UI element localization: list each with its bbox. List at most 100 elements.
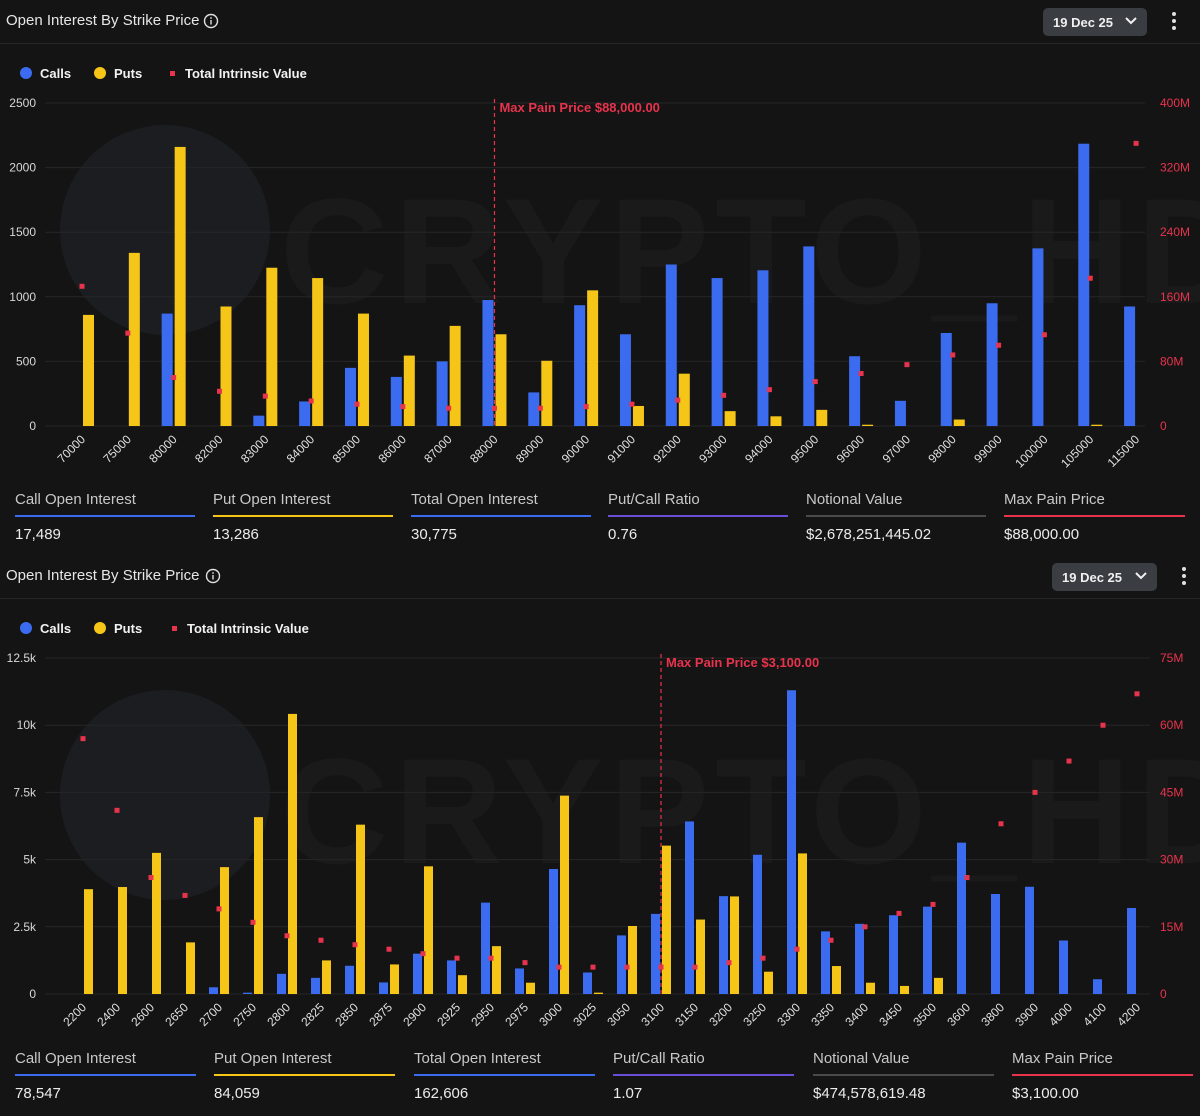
calls-bar (1025, 886, 1034, 994)
y-tick-left: 2.5k (13, 920, 37, 934)
calls-bar (719, 896, 728, 994)
puts-bar (152, 852, 161, 994)
calls-bar (253, 415, 265, 426)
legend-intrinsic[interactable]: Total Intrinsic Value (170, 66, 307, 81)
intrinsic-point (284, 933, 290, 939)
intrinsic-point (964, 875, 970, 881)
stat-underline (214, 1074, 395, 1076)
puts-bar (662, 845, 671, 994)
calls-bar (549, 869, 558, 994)
intrinsic-point (308, 398, 314, 404)
y-tick-right: 80M (1160, 354, 1183, 368)
stat-value: 13,286 (213, 526, 259, 543)
calls-bar (1093, 979, 1102, 994)
calls-bar (753, 854, 762, 994)
more-menu-icon[interactable] (1170, 10, 1178, 32)
intrinsic-point (1087, 275, 1093, 281)
legend-calls[interactable]: Calls (20, 66, 71, 81)
calls-bar (1032, 248, 1044, 426)
stat-value: 78,547 (15, 1085, 61, 1102)
stat-label: Put Open Interest (214, 1050, 332, 1067)
puts-bar (174, 146, 186, 427)
legend-calls-label: Calls (40, 66, 72, 81)
x-tick-label: 4200 (1114, 1000, 1143, 1029)
calls-bar (685, 821, 694, 994)
stat-call-oi: Call Open Interest 17,489 (15, 491, 195, 543)
y-tick-left: 5k (23, 853, 37, 867)
legend-intrinsic[interactable]: Total Intrinsic Value (172, 621, 309, 636)
stat-underline (813, 1074, 994, 1076)
x-tick-label: 82000 (192, 432, 226, 466)
calls-bar (889, 915, 898, 994)
puts-bar (678, 373, 690, 426)
calls-bar (821, 931, 830, 994)
puts-bar (587, 290, 599, 426)
info-icon[interactable] (205, 568, 221, 584)
y-tick-left: 10k (17, 718, 37, 732)
stat-put-oi: Put Open Interest 13,286 (213, 491, 393, 543)
intrinsic-point (1100, 722, 1106, 728)
stat-notional-value: Notional Value $2,678,251,445.02 (806, 491, 986, 543)
calls-bar (986, 303, 998, 426)
y-tick-right: 240M (1160, 225, 1190, 239)
date-select[interactable]: 19 Dec 25 (1052, 563, 1157, 591)
date-select[interactable]: 19 Dec 25 (1043, 8, 1147, 36)
stat-put-oi: Put Open Interest 84,059 (214, 1050, 395, 1102)
calls-bar (379, 982, 388, 994)
intrinsic-point (1133, 140, 1139, 146)
x-tick-label: 115000 (1105, 432, 1143, 470)
x-tick-label: 93000 (696, 432, 730, 466)
calls-bar (243, 992, 252, 994)
x-tick-label: 3900 (1012, 1000, 1041, 1029)
x-tick-label: 4000 (1046, 1000, 1075, 1029)
x-tick-label: 99000 (971, 432, 1005, 466)
calls-bar (940, 332, 952, 426)
intrinsic-point (352, 942, 358, 948)
x-tick-label: 3400 (842, 1000, 871, 1029)
legend-calls[interactable]: Calls (20, 621, 71, 636)
max-pain-label: Max Pain Price $88,000.00 (499, 100, 659, 115)
puts-bar (266, 267, 278, 426)
y-tick-left: 1500 (9, 225, 36, 239)
stat-label: Notional Value (806, 491, 903, 508)
x-tick-label: 83000 (238, 432, 272, 466)
stat-value: $474,578,619.48 (813, 1085, 926, 1102)
stat-label: Call Open Interest (15, 1050, 136, 1067)
stat-label: Call Open Interest (15, 491, 136, 508)
puts-bar (953, 419, 965, 426)
intrinsic-point (658, 964, 664, 970)
y-tick-left: 0 (29, 419, 36, 433)
x-tick-label: 89000 (513, 432, 547, 466)
legend-puts[interactable]: Puts (94, 621, 142, 636)
intrinsic-point (125, 330, 131, 336)
calls-bar (515, 968, 524, 994)
legend-intrinsic-label: Total Intrinsic Value (185, 66, 307, 81)
stats-row: Call Open Interest 17,489 Put Open Inter… (0, 491, 1200, 551)
legend-puts[interactable]: Puts (94, 66, 142, 81)
stat-underline (1012, 1074, 1193, 1076)
x-tick-label: 3200 (706, 1000, 735, 1029)
watermark-logo (60, 125, 270, 335)
intrinsic-point (930, 901, 936, 907)
puts-bar (866, 982, 875, 994)
info-icon[interactable] (203, 13, 219, 29)
puts-bar (492, 946, 501, 994)
legend-intrinsic-label: Total Intrinsic Value (187, 621, 309, 636)
x-tick-label: 2900 (400, 1000, 429, 1029)
stat-value: 1.07 (613, 1085, 643, 1102)
puts-bar (118, 887, 127, 994)
x-tick-label: 92000 (650, 432, 684, 466)
calls-bar (583, 972, 592, 994)
intrinsic-point (537, 405, 543, 411)
intrinsic-point (828, 937, 834, 943)
watermark-text: CRYPTO_HD (280, 727, 1200, 895)
calls-bar (619, 334, 631, 426)
intrinsic-point (318, 937, 324, 943)
x-tick-label: 2975 (502, 1000, 531, 1029)
puts-bar (594, 992, 603, 994)
calls-bar (711, 278, 723, 426)
more-menu-icon[interactable] (1180, 565, 1188, 587)
stat-value: $88,000.00 (1004, 526, 1080, 543)
calls-bar (849, 356, 861, 426)
legend-puts-label: Puts (114, 66, 143, 81)
